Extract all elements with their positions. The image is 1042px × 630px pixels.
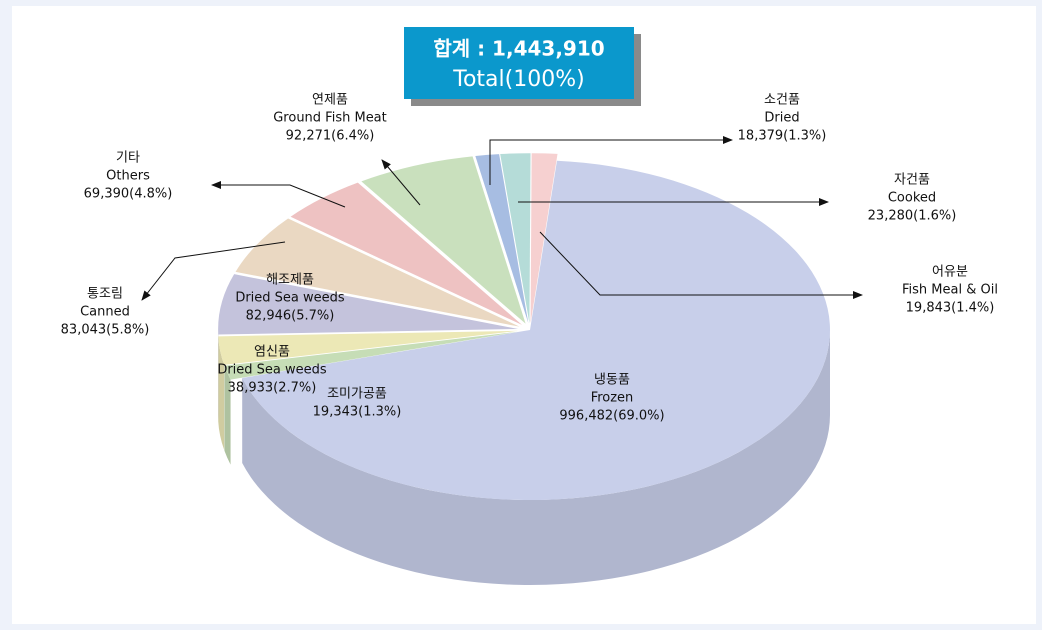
slice-label-en: Ground Fish Meat xyxy=(273,111,387,126)
slice-label-ko: 염신품 xyxy=(254,345,290,360)
slice-label-en: Dried Sea weeds xyxy=(235,291,345,306)
slice-value-label: 69,390(4.8%) xyxy=(84,187,173,202)
slice-side xyxy=(218,336,225,450)
slice-label-ko: 냉동품 xyxy=(594,373,630,388)
pie-tops xyxy=(218,153,830,500)
slice xyxy=(361,156,526,324)
slice-value-label: 83,043(5.8%) xyxy=(61,323,150,338)
slice-value-label: 38,933(2.7%) xyxy=(228,381,317,396)
slice xyxy=(218,330,519,365)
slice-label-en: Others xyxy=(106,169,150,184)
leader-line xyxy=(489,136,733,185)
leader-line xyxy=(539,231,863,299)
slice-value-label: 18,379(1.3%) xyxy=(738,129,827,144)
slice xyxy=(530,153,558,324)
pie xyxy=(218,153,830,585)
slice-label-ko: 자건품 xyxy=(894,173,930,188)
slice-label-ko: 어유분 xyxy=(932,265,968,280)
leader-line xyxy=(211,181,346,208)
slice xyxy=(242,160,830,500)
slice-label-en: Dried Sea weeds xyxy=(217,363,327,378)
total-subtitle: Total(100%) xyxy=(452,67,584,92)
slice-value-label: 23,280(1.6%) xyxy=(868,209,957,224)
slice-label-en: Canned xyxy=(80,305,130,320)
slice-label-en: Frozen xyxy=(591,391,634,406)
slice-value-label: 92,271(6.4%) xyxy=(286,129,375,144)
slice-value-label: 996,482(69.0%) xyxy=(559,409,664,424)
slice xyxy=(218,274,519,335)
slice-label-ko: 기타 xyxy=(116,151,140,166)
slice xyxy=(224,331,519,380)
slice-label-en: Cooked xyxy=(888,191,936,206)
slice-value-label: 82,946(5.7%) xyxy=(246,309,335,324)
slice-label-ko: 소건품 xyxy=(764,93,800,108)
leader-line xyxy=(141,241,286,301)
slice-value-label: 19,843(1.4%) xyxy=(906,301,995,316)
slice-label-en: Fish Meal & Oil xyxy=(902,283,998,298)
leader-line xyxy=(381,159,421,206)
slice-side xyxy=(224,365,231,465)
slice xyxy=(235,218,520,327)
slice-label-ko: 조미가공품 xyxy=(327,387,387,402)
slice-value-label: 19,343(1.3%) xyxy=(313,405,402,420)
total-box xyxy=(404,27,634,99)
slice xyxy=(475,154,529,324)
pie-sides xyxy=(218,328,830,585)
slice-label-ko: 연제품 xyxy=(312,93,348,108)
slice-label-en: Dried xyxy=(764,111,799,126)
slice-label-ko: 해조제품 xyxy=(266,273,314,288)
slice-side xyxy=(242,330,830,585)
slice xyxy=(290,182,522,325)
slice-label-ko: 통조림 xyxy=(87,287,123,302)
slice xyxy=(500,153,531,324)
total-title: 합계 : 1,443,910 xyxy=(433,37,604,61)
